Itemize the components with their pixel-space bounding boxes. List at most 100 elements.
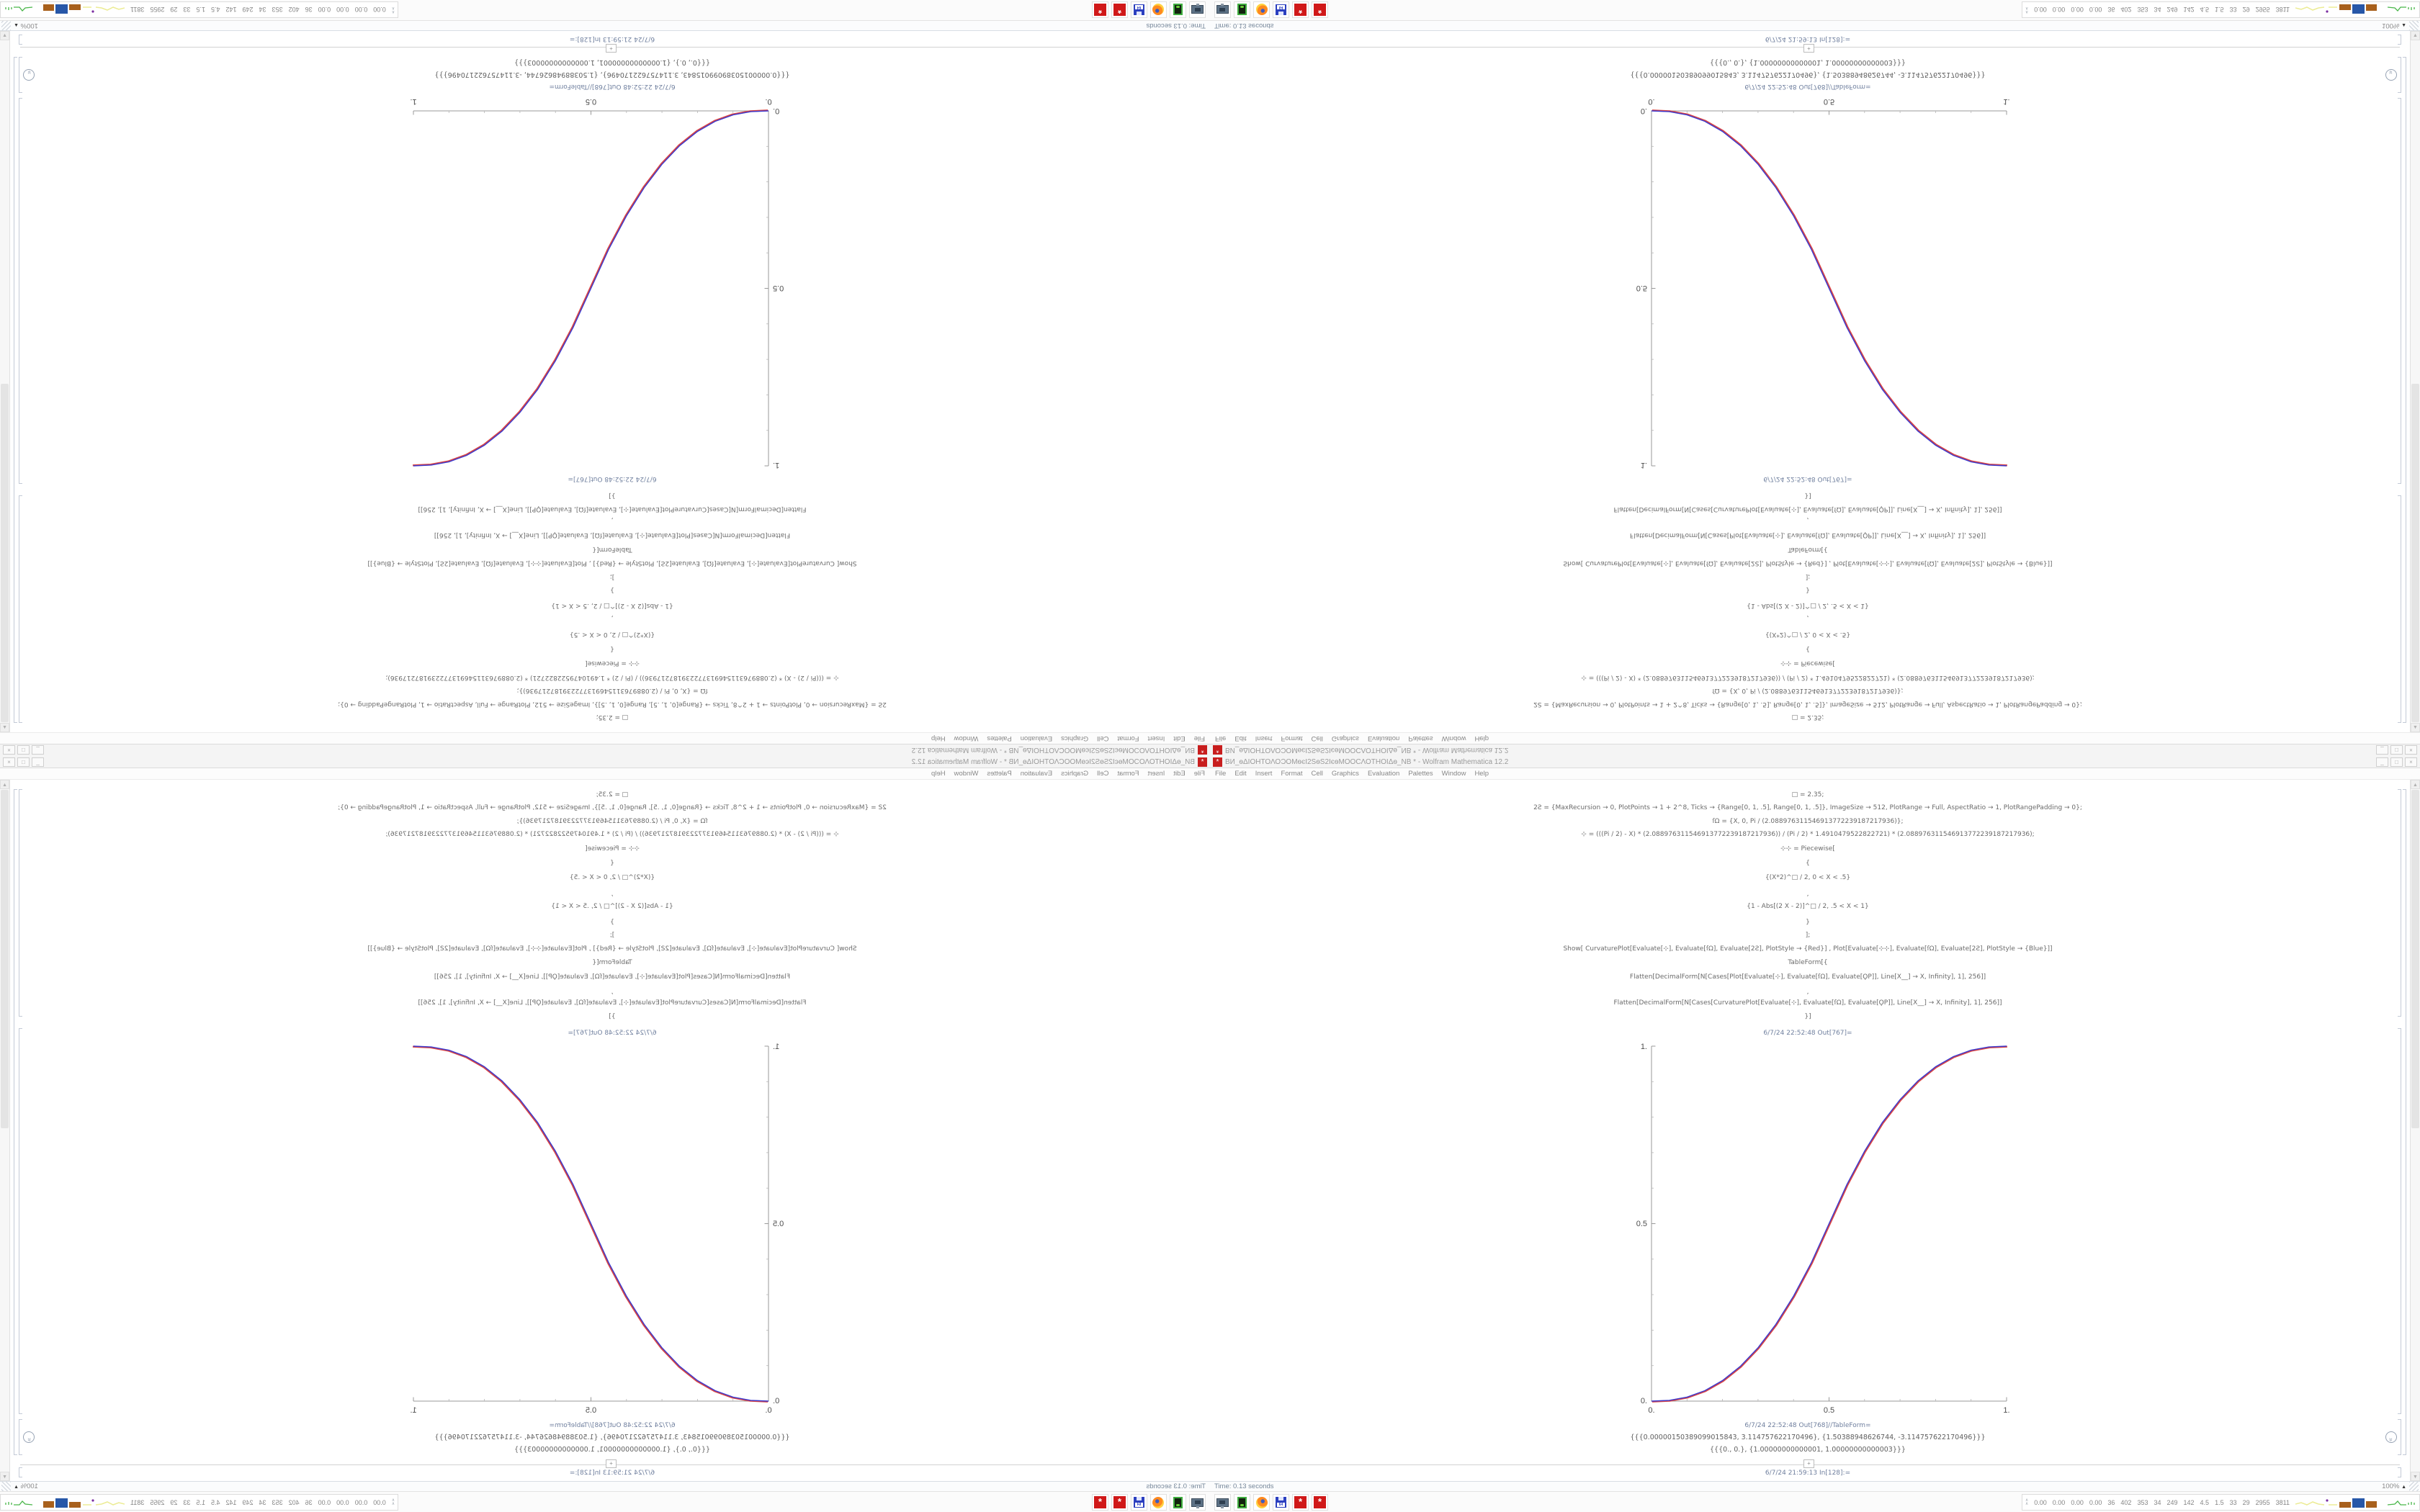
window-resize-grip[interactable] [1,21,11,30]
code-line[interactable]: ſΩ = {X, 0, Pi / (2.08897631154691377223… [1712,818,1904,825]
mathematica-launcher-2[interactable]: * [1092,1,1108,18]
elision-chevron-icon[interactable]: » [2385,1431,2397,1443]
mathematica-launcher[interactable]: * [1292,1494,1309,1511]
cell-bracket-group[interactable] [2403,789,2406,1455]
code-line[interactable]: Flatten[DecimalForm[N[Cases[Plot[Evaluat… [434,531,791,539]
firefox-launcher[interactable] [1253,1494,1270,1511]
menu-insert[interactable]: Insert [1255,770,1273,778]
code-line[interactable]: }] [609,492,616,499]
minimize-button[interactable]: _ [2376,745,2388,755]
cell-bracket-out767[interactable] [2398,98,2401,484]
cell-bracket-out768[interactable] [2398,1419,2401,1455]
code-line[interactable]: □ = 2.35; [1791,714,1824,721]
code-line[interactable]: □ = 2.35; [596,714,629,721]
code-line[interactable]: 2Ƨ = {MaxRecursion → 0, PlotPoints → 1 +… [338,804,887,811]
magnification-control[interactable]: 100% ▲ [2382,22,2406,30]
capture-device-launcher[interactable] [1234,1,1250,18]
code-line[interactable]: } [610,586,614,593]
close-button[interactable]: × [2405,745,2417,755]
code-line[interactable]: } [610,919,614,926]
menu-window[interactable]: Window [954,770,979,778]
menu-insert[interactable]: Insert [1147,734,1165,742]
menu-edit[interactable]: Edit [1173,770,1186,778]
elision-chevron-icon[interactable]: » [2385,69,2397,81]
insert-cell-plus-button[interactable]: + [606,1459,617,1468]
menu-help[interactable]: Help [931,734,946,742]
menu-help[interactable]: Help [1474,770,1489,778]
scrollbar-thumb[interactable] [1,790,9,1128]
system-monitor-bar[interactable]: ∧ ∧ 0.00 0.00 0.00 0.00 36 402 353 34 249… [0,1494,399,1511]
maximize-button[interactable]: □ [2390,757,2403,767]
scrollbar-thumb[interactable] [2411,384,2419,722]
menu-format[interactable]: Format [1117,734,1139,742]
code-line[interactable]: Flatten[DecimalForm[N[Cases[Plot[Evaluat… [1629,973,1986,981]
scroll-down-arrow-icon[interactable]: ▼ [0,31,9,40]
mathematica-launcher-2[interactable]: * [1312,1494,1328,1511]
code-line[interactable]: ⊹ = (((Pi / 2) - X) * (2.088976311546913… [1581,831,2035,838]
cell-bracket-next-in[interactable] [19,35,22,45]
menu-edit[interactable]: Edit [1234,770,1247,778]
scroll-up-arrow-icon[interactable]: ▲ [0,780,9,789]
cell-bracket-input[interactable] [2398,495,2401,723]
display-settings-launcher[interactable] [1189,1494,1206,1511]
cell-bracket-next-in[interactable] [19,1467,22,1477]
close-button[interactable]: × [3,757,15,767]
minimize-button[interactable]: _ [32,745,44,755]
floppy64-launcher[interactable] [1273,1494,1289,1511]
cell-bracket-group[interactable] [14,789,17,1455]
menu-window[interactable]: Window [954,734,979,742]
scroll-up-arrow-icon[interactable]: ▲ [2411,780,2420,789]
minimize-button[interactable]: _ [2376,757,2388,767]
code-line[interactable]: {(X*2)^□ / 2, 0 < X < .5} [569,874,655,881]
capture-device-launcher[interactable] [1234,1494,1250,1511]
menu-palettes[interactable]: Palettes [1408,770,1433,778]
menu-edit[interactable]: Edit [1234,734,1247,742]
menu-format[interactable]: Format [1281,734,1303,742]
window-resize-grip[interactable] [2409,21,2419,30]
menu-graphics[interactable]: Graphics [1061,770,1089,778]
elision-chevron-icon[interactable]: » [23,1431,35,1443]
minimize-button[interactable]: _ [32,757,44,767]
code-line[interactable]: ⊹⊹ = Piecewise[ [1780,660,1835,667]
vertical-scrollbar[interactable]: ▲ ▼ [2410,780,2420,1481]
menu-insert[interactable]: Insert [1147,770,1165,778]
menu-insert[interactable]: Insert [1255,734,1273,742]
firefox-launcher[interactable] [1150,1494,1167,1511]
scrollbar-thumb[interactable] [2411,790,2419,1128]
code-line[interactable]: TableForm[{ [1788,959,1828,966]
display-settings-launcher[interactable] [1214,1,1231,18]
mathematica-launcher[interactable]: * [1111,1,1128,18]
menu-format[interactable]: Format [1117,770,1139,778]
elision-chevron-icon[interactable]: » [23,69,35,81]
code-line[interactable]: } [1806,919,1810,926]
cell-bracket-next-in[interactable] [2398,35,2401,45]
menu-palettes[interactable]: Palettes [987,770,1012,778]
cell-bracket-out767[interactable] [19,1028,22,1414]
cell-bracket-out768[interactable] [2398,57,2401,93]
code-line[interactable]: ⊹ = (((Pi / 2) - X) * (2.088976311546913… [385,674,839,681]
code-line[interactable]: , [1806,989,1809,996]
code-line[interactable]: { [610,860,614,867]
mathematica-launcher-2[interactable]: * [1092,1494,1108,1511]
code-line[interactable]: TableForm[{ [1788,546,1828,553]
code-line[interactable]: Show[ CurvaturePlot[Evaluate[⊹], Evaluat… [1563,945,2053,953]
code-line[interactable]: ]; [1805,932,1811,939]
cell-bracket-next-in[interactable] [2398,1467,2401,1477]
code-line[interactable]: {(X*2)^□ / 2, 0 < X < .5} [1765,874,1851,881]
menu-graphics[interactable]: Graphics [1061,734,1089,742]
code-line[interactable]: }] [609,1013,616,1020]
code-line[interactable]: { [1806,860,1810,867]
system-monitor-bar[interactable]: ∧ ∧ 0.00 0.00 0.00 0.00 36 402 353 34 249… [2021,1,2420,18]
cell-bracket-out767[interactable] [2398,1028,2401,1414]
code-line[interactable]: {(X*2)^□ / 2, 0 < X < .5} [1765,631,1851,638]
collapse-chevron-icon[interactable]: ∧ ∧ [391,6,395,14]
code-line[interactable]: ſΩ = {X, 0, Pi / (2.08897631154691377223… [1712,687,1904,694]
code-line[interactable]: TableForm[{ [592,546,632,553]
code-line[interactable]: , [1806,516,1809,523]
menu-help[interactable]: Help [1474,734,1489,742]
magnification-control[interactable]: 100% ▲ [2382,1482,2406,1490]
collapse-chevron-icon[interactable]: ∧ ∧ [2025,6,2029,14]
close-button[interactable]: × [2405,757,2417,767]
code-line[interactable]: ⊹⊹ = Piecewise[ [585,845,640,852]
system-monitor-bar[interactable]: ∧ ∧ 0.00 0.00 0.00 0.00 36 402 353 34 249… [2021,1494,2420,1511]
